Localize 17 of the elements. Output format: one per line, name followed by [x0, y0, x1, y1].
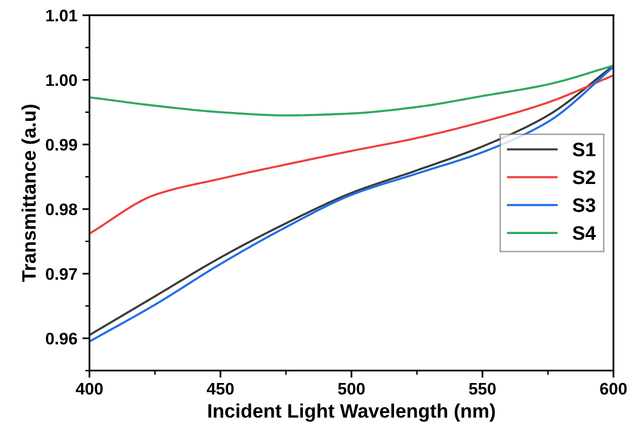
x-tick-label: 500	[338, 382, 365, 395]
x-tick-label: 550	[469, 382, 496, 395]
legend-label: S1	[572, 142, 596, 156]
legend-label: S3	[572, 198, 596, 212]
y-tick-label: 0.99	[46, 138, 78, 151]
y-tick-label: 0.96	[46, 332, 78, 344]
y-tick-label: 1.01	[46, 10, 78, 22]
y-tick-label: 1.00	[46, 74, 77, 86]
x-tick-label: 600	[600, 382, 627, 395]
x-tick-label: 450	[206, 382, 234, 395]
y-tick-label: 0.98	[46, 203, 78, 216]
legend-label: S2	[572, 170, 596, 184]
x-axis-title: Incident Light Wavelength (nm)	[208, 404, 495, 422]
y-tick-label: 0.97	[46, 268, 77, 280]
legend-label: S4	[572, 226, 596, 240]
y-axis-title: Transmittance (a.u)	[22, 104, 40, 282]
x-tick-label: 400	[76, 382, 103, 395]
